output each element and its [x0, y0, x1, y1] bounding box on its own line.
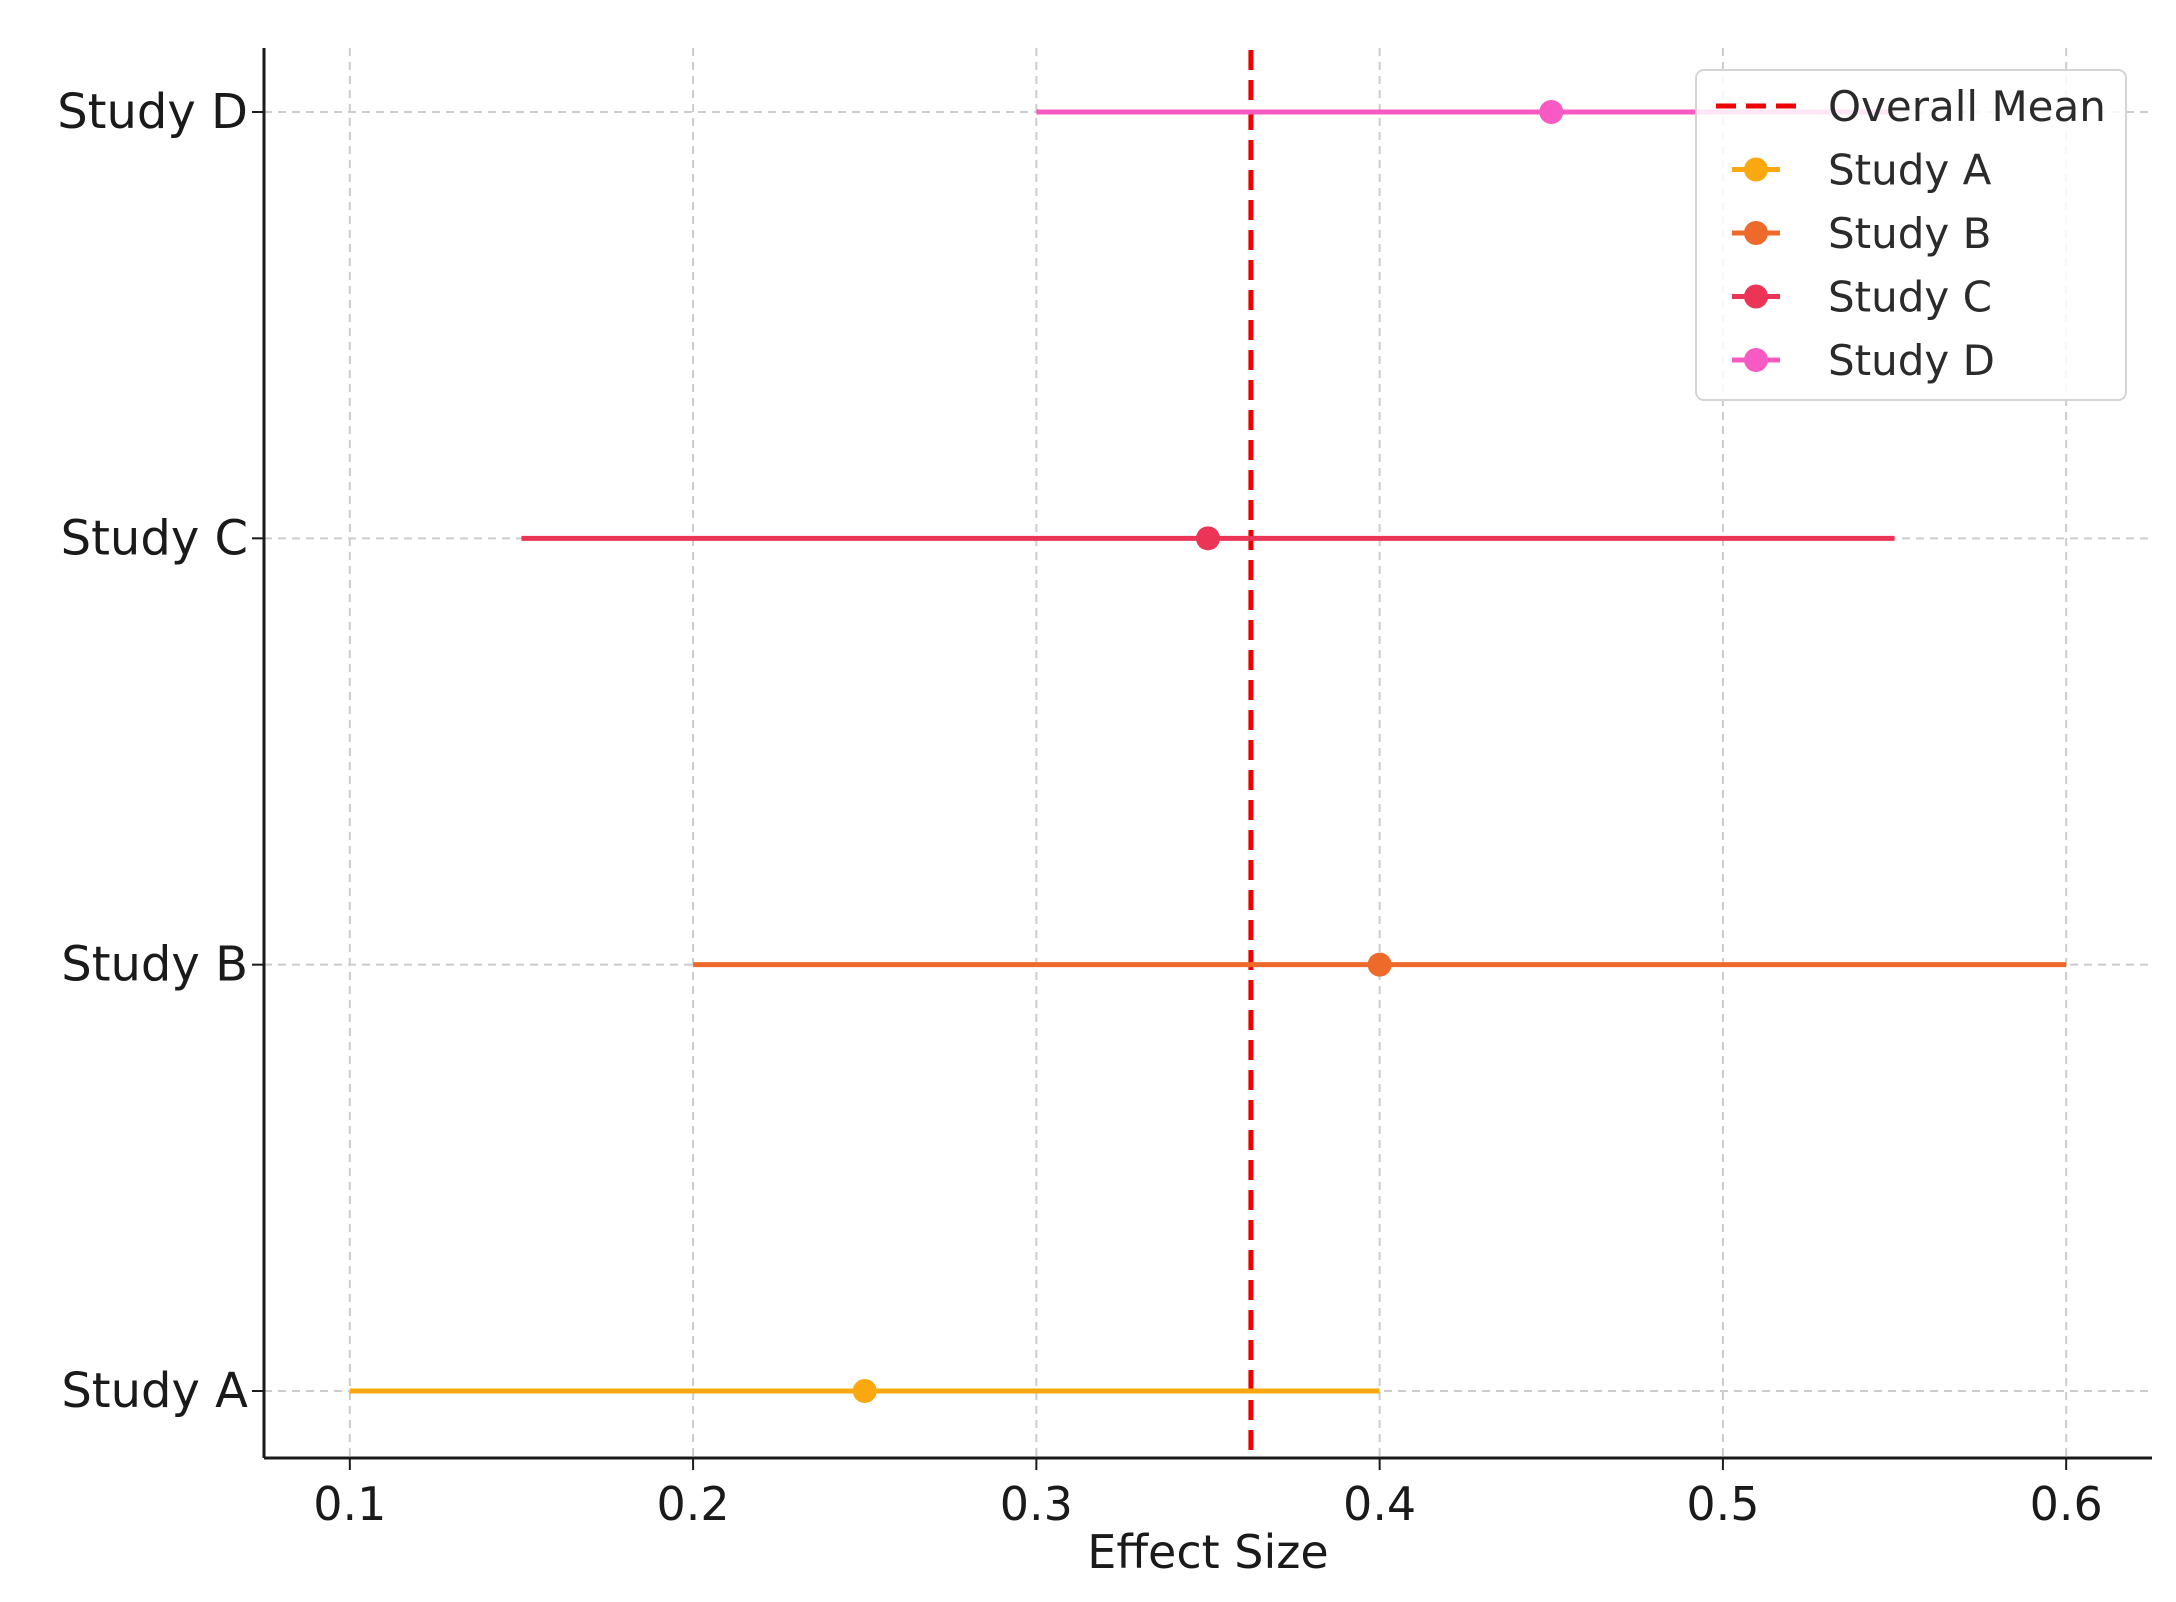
axes	[252, 48, 2152, 1470]
point-estimate	[1196, 526, 1220, 551]
legend-box	[1695, 69, 2127, 401]
tick-labels: 0.1 0.2 0.3 0.4 0.5 0.6 Study A Study B Study C S…	[57, 84, 2103, 1531]
x-tick-label: 0.5	[1686, 1477, 1759, 1531]
legend-marker-swatch	[1744, 221, 1768, 245]
legend-marker-swatch	[1744, 157, 1768, 182]
legend-label: Overall Mean	[1828, 82, 2106, 131]
x-axis-title: Effect Size	[1087, 1525, 1328, 1579]
point-estimate	[852, 1379, 877, 1403]
legend: Overall Mean Study A Study B Study C Study D	[1695, 69, 2127, 401]
x-tick-label: 0.2	[657, 1477, 730, 1531]
x-tick-label: 0.6	[2030, 1477, 2103, 1531]
point-estimate	[1367, 952, 1392, 977]
legend-label: Study B	[1828, 209, 1991, 258]
x-tick-label: 0.4	[1343, 1477, 1416, 1531]
y-tick-label: Study C	[61, 510, 248, 566]
y-tick-label: Study D	[57, 84, 248, 140]
x-tick-label: 0.1	[313, 1477, 386, 1531]
y-tick-label: Study A	[61, 1363, 248, 1419]
x-tick-label: 0.3	[1000, 1477, 1073, 1531]
legend-marker-swatch	[1744, 348, 1768, 372]
legend-label: Study A	[1828, 146, 1992, 195]
y-tick-label: Study B	[61, 937, 248, 993]
legend-marker-swatch	[1744, 284, 1768, 309]
legend-label: Study D	[1828, 336, 1995, 385]
point-estimate	[1539, 100, 1564, 124]
legend-label: Study C	[1828, 273, 1992, 322]
confidence-intervals	[349, 100, 2067, 1403]
